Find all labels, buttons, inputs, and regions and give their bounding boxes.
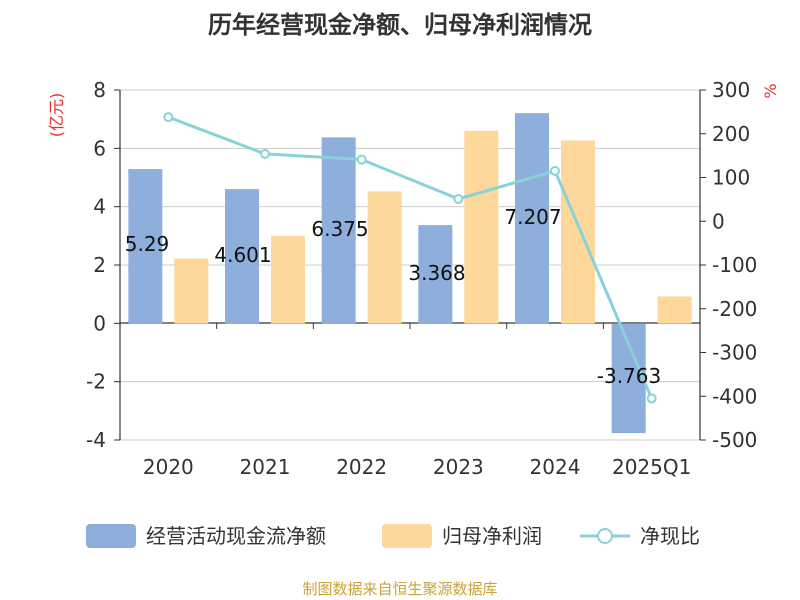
ratio-point: [646, 393, 657, 404]
grid-lines: [120, 89, 700, 441]
x-axis-tick-label: 2020: [143, 455, 194, 479]
bar-cash-flow: [321, 137, 356, 324]
left-axis-tick-label: -4: [86, 428, 106, 452]
left-axis-tick-label: 8: [93, 78, 106, 102]
bar-net-profit: [367, 191, 402, 324]
bars: [128, 113, 692, 434]
right-axis-tick-label: -200: [712, 297, 757, 321]
left-axis-tick-label: 6: [93, 136, 106, 160]
right-axis-unit: %: [761, 83, 780, 98]
legend: 经营活动现金流净额 归母净利润 净现比: [86, 524, 700, 548]
ratio-point: [453, 193, 464, 204]
axes: 8 6 4 2 0 -2 -4 300 200 100 0 -100 -200 -300 -400 -500 2…: [86, 78, 757, 479]
ratio-line-path: [167, 115, 654, 400]
chart-title: 历年经营现金净额、归母净利润情况: [208, 11, 592, 39]
x-axis-tick-label: 2021: [240, 455, 291, 479]
x-axis-tick-label: 2023: [433, 455, 484, 479]
ratio-point: [163, 112, 174, 123]
legend-label-net-profit: 归母净利润: [442, 524, 542, 548]
bar-data-label: 6.375: [311, 217, 368, 241]
bar-net-profit: [657, 296, 692, 324]
bar-cash-flow: [128, 169, 163, 324]
bar-cash-flow: [225, 189, 259, 324]
x-axis-tick-label: 2025Q1: [612, 455, 691, 479]
ratio-line: [163, 112, 657, 404]
bar-net-profit: [174, 258, 209, 324]
source-note: 制图数据来自恒生聚源数据库: [302, 580, 497, 598]
left-axis-unit: (亿元): [47, 93, 66, 138]
left-axis-tick-label: 4: [93, 195, 106, 219]
bar-cash-flow: [515, 113, 549, 324]
ratio-point: [260, 148, 270, 159]
data-labels: 5.29 4.601 6.375 3.368 7.207 -3.763: [125, 205, 662, 388]
ratio-point: [550, 165, 560, 176]
bar-data-label: 3.368: [408, 261, 465, 285]
bar-data-label: 5.29: [125, 232, 170, 256]
left-axis-tick-label: 2: [93, 253, 106, 277]
right-axis-tick-label: 300: [712, 78, 750, 102]
bar-net-profit: [464, 130, 499, 324]
ratio-point: [356, 154, 367, 165]
bar-data-label: 7.207: [504, 205, 561, 229]
legend-swatch-net-profit: [382, 524, 432, 548]
right-axis-tick-label: -400: [712, 384, 757, 408]
x-axis-tick-label: 2022: [336, 455, 387, 479]
x-axis-tick-label: 2024: [530, 455, 581, 479]
right-axis-tick-label: -500: [712, 428, 757, 452]
legend-swatch-cash-flow: [86, 524, 136, 548]
legend-label-ratio: 净现比: [640, 524, 700, 548]
left-axis-tick-label: 0: [93, 311, 106, 335]
bar-net-profit: [561, 140, 595, 324]
bar-cash-flow: [418, 225, 453, 324]
right-axis-tick-label: -300: [712, 341, 757, 365]
right-axis-tick-label: 100: [712, 166, 750, 190]
left-axis-tick-label: -2: [86, 370, 106, 394]
legend-label-cash-flow: 经营活动现金流净额: [146, 524, 326, 548]
bar-data-label: 4.601: [214, 243, 271, 267]
right-axis-tick-label: 0: [712, 209, 725, 233]
legend-marker-ratio: [597, 528, 613, 544]
right-axis-tick-label: 200: [712, 122, 750, 146]
right-axis-tick-label: -100: [712, 253, 757, 277]
bar-data-label: -3.763: [597, 364, 661, 388]
bar-net-profit: [271, 236, 305, 324]
